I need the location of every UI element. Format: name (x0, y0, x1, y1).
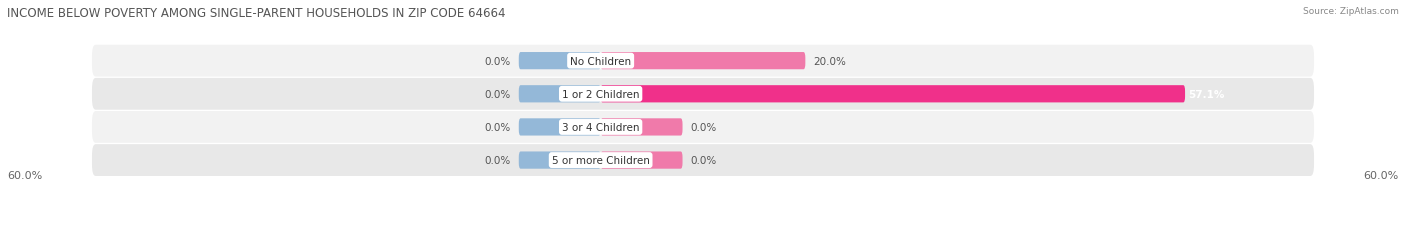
Text: 0.0%: 0.0% (690, 122, 717, 132)
FancyBboxPatch shape (600, 86, 1185, 103)
Text: INCOME BELOW POVERTY AMONG SINGLE-PARENT HOUSEHOLDS IN ZIP CODE 64664: INCOME BELOW POVERTY AMONG SINGLE-PARENT… (7, 7, 506, 20)
FancyBboxPatch shape (91, 46, 1315, 77)
Text: 0.0%: 0.0% (484, 56, 510, 66)
Text: 0.0%: 0.0% (484, 89, 510, 99)
Text: 0.0%: 0.0% (484, 122, 510, 132)
Text: 5 or more Children: 5 or more Children (551, 155, 650, 165)
FancyBboxPatch shape (91, 79, 1315, 110)
FancyBboxPatch shape (519, 152, 600, 169)
Text: 20.0%: 20.0% (814, 56, 846, 66)
FancyBboxPatch shape (519, 53, 600, 70)
Text: 57.1%: 57.1% (1188, 89, 1225, 99)
Text: 1 or 2 Children: 1 or 2 Children (562, 89, 640, 99)
FancyBboxPatch shape (600, 53, 806, 70)
Text: 60.0%: 60.0% (1364, 170, 1399, 180)
Text: 0.0%: 0.0% (690, 155, 717, 165)
FancyBboxPatch shape (91, 145, 1315, 176)
Text: 0.0%: 0.0% (484, 155, 510, 165)
FancyBboxPatch shape (600, 152, 682, 169)
FancyBboxPatch shape (519, 119, 600, 136)
Text: 3 or 4 Children: 3 or 4 Children (562, 122, 640, 132)
FancyBboxPatch shape (91, 112, 1315, 143)
FancyBboxPatch shape (519, 86, 600, 103)
Text: No Children: No Children (569, 56, 631, 66)
FancyBboxPatch shape (600, 119, 682, 136)
Text: Source: ZipAtlas.com: Source: ZipAtlas.com (1303, 7, 1399, 16)
Text: 60.0%: 60.0% (7, 170, 42, 180)
